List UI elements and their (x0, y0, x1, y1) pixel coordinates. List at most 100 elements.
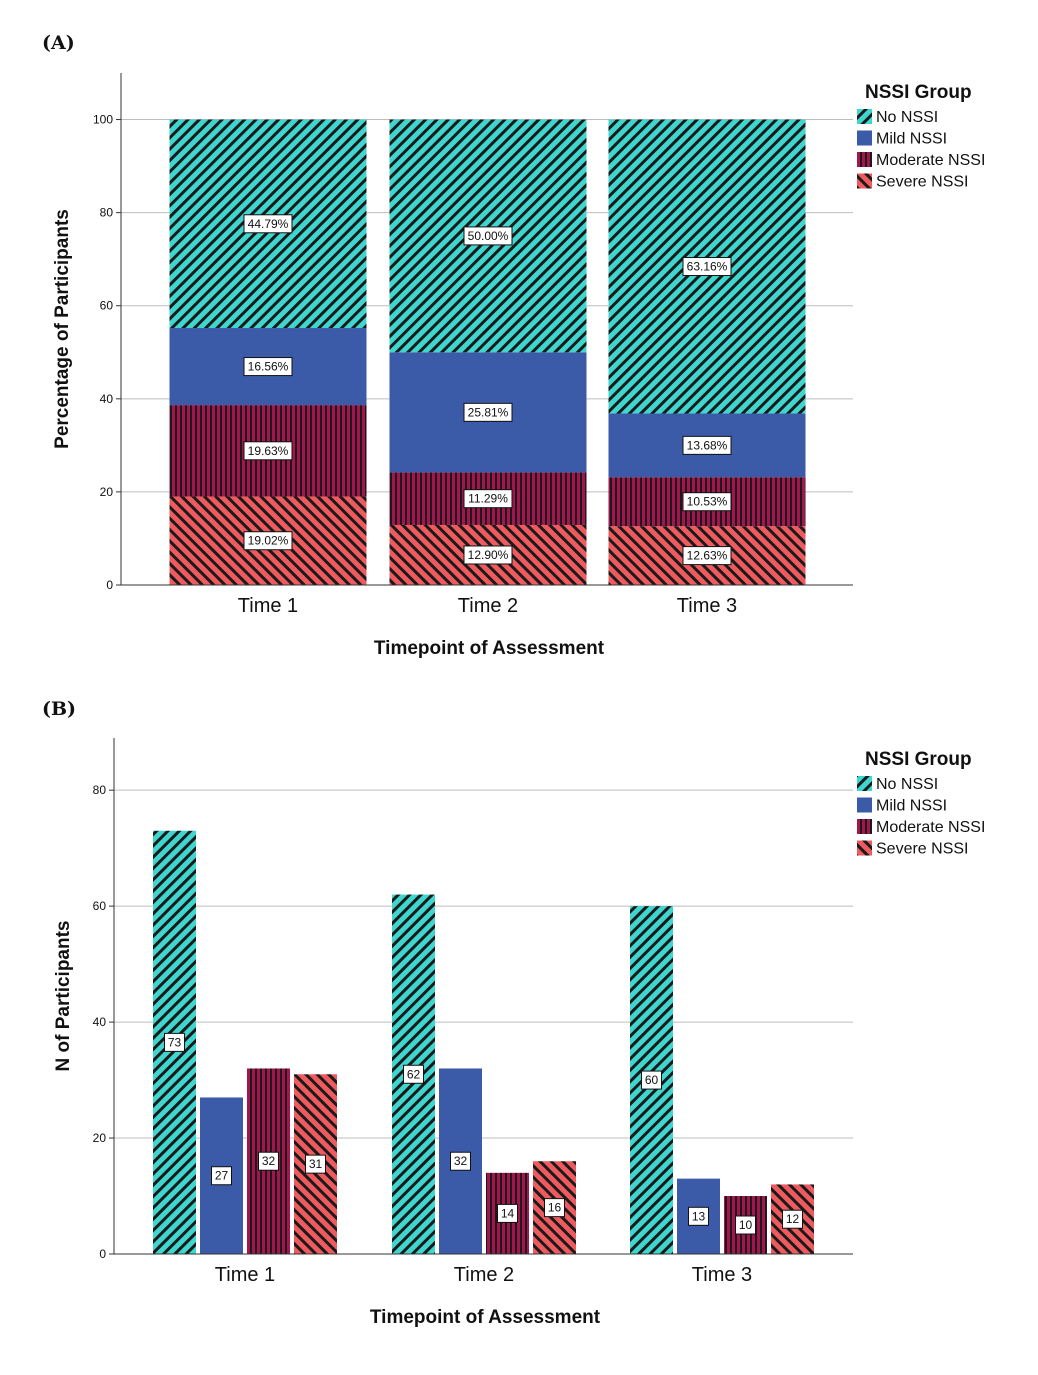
y-tick-label: 40 (93, 1015, 107, 1029)
legend-label-mild-nssi: Mild NSSI (876, 798, 947, 815)
y-axis-title: Percentage of Participants (52, 209, 73, 449)
data-label-time-3-mild-nssi-text: 13.68% (687, 438, 728, 452)
y-tick-label: 100 (93, 113, 113, 127)
data-label-time-1-no-nssi: 73 (164, 1032, 185, 1052)
data-label-time-1-no-nssi: 44.79% (243, 214, 293, 234)
x-tick-label: Time 3 (692, 1264, 752, 1286)
data-label-time-2-moderate-nssi: 14 (497, 1203, 518, 1223)
data-label-time-3-severe-nssi-box (782, 1209, 803, 1229)
data-label-time-2-mild-nssi-text: 25.81% (468, 405, 509, 419)
data-label-time-1-mild-nssi-text: 16.56% (248, 360, 289, 374)
data-label-time-2-moderate-nssi: 11.29% (463, 489, 513, 509)
x-axis-title: Timepoint of Assessment (374, 638, 605, 659)
legend-label-mild-nssi: Mild NSSI (876, 131, 947, 148)
data-label-time-3-mild-nssi: 13.68% (682, 435, 732, 455)
x-axis-title: Timepoint of Assessment (370, 1307, 601, 1328)
data-label-time-3-moderate-nssi-box (735, 1215, 756, 1235)
data-label-time-2-no-nssi-text: 62 (407, 1067, 421, 1081)
data-label-time-2-no-nssi-box (463, 226, 513, 246)
data-label-time-1-no-nssi-box (243, 214, 293, 234)
legend-title: NSSI Group (865, 749, 972, 770)
panel-b-label: (B) (42, 698, 77, 720)
data-label-time-2-no-nssi-box (403, 1064, 424, 1084)
data-label-time-1-mild-nssi-text: 27 (215, 1169, 229, 1183)
data-label-time-1-severe-nssi-box (243, 531, 293, 551)
data-label-time-1-severe-nssi-box (305, 1154, 326, 1174)
y-axis-title: N of Participants (53, 921, 74, 1072)
data-label-time-3-severe-nssi-box (682, 546, 732, 566)
data-label-time-1-moderate-nssi-text: 19.63% (248, 444, 289, 458)
data-label-time-1-moderate-nssi-box (243, 441, 293, 461)
data-label-time-1-mild-nssi-box (211, 1166, 232, 1186)
data-label-time-3-no-nssi-text: 60 (645, 1073, 659, 1087)
legend-title: NSSI Group (865, 82, 972, 103)
y-tick-label: 60 (93, 899, 107, 913)
data-label-time-1-no-nssi-box (164, 1032, 185, 1052)
legend-label-severe-nssi: Severe NSSI (876, 841, 968, 858)
data-label-time-2-mild-nssi-box (450, 1151, 471, 1171)
data-label-time-2-moderate-nssi-box (463, 489, 513, 509)
legend-swatch-mild-nssi (857, 797, 872, 813)
data-label-time-1-severe-nssi-text: 31 (309, 1157, 323, 1171)
data-label-time-3-moderate-nssi-text: 10 (739, 1218, 753, 1232)
data-label-time-2-no-nssi: 50.00% (463, 226, 513, 246)
x-tick-label: Time 1 (215, 1264, 275, 1286)
data-label-time-1-no-nssi-text: 44.79% (248, 217, 289, 231)
panel-a-label: (A) (42, 32, 75, 54)
data-label-time-3-severe-nssi: 12 (782, 1209, 803, 1229)
data-label-time-3-moderate-nssi: 10 (735, 1215, 756, 1235)
legend-label-severe-nssi: Severe NSSI (876, 174, 968, 191)
data-label-time-1-mild-nssi: 16.56% (243, 357, 293, 377)
legend-label-no-nssi: No NSSI (876, 109, 938, 126)
data-label-time-2-moderate-nssi-text: 11.29% (468, 492, 508, 506)
data-label-time-3-severe-nssi-text: 12.63% (687, 549, 728, 563)
legend-swatch-moderate-nssi (857, 152, 872, 167)
data-label-time-2-moderate-nssi-text: 14 (501, 1206, 515, 1220)
x-tick-label: Time 1 (238, 595, 298, 617)
data-label-time-3-no-nssi: 63.16% (682, 257, 732, 277)
x-tick-label: Time 2 (458, 595, 518, 617)
data-label-time-1-moderate-nssi: 19.63% (243, 441, 293, 461)
legend-swatch-no-nssi (857, 109, 872, 124)
data-label-time-3-mild-nssi: 13 (688, 1206, 709, 1226)
legend-swatch-no-nssi (857, 776, 872, 791)
data-label-time-2-severe-nssi-text: 16 (548, 1201, 562, 1215)
x-tick-label: Time 2 (454, 1264, 514, 1286)
data-label-time-3-mild-nssi-text: 13 (692, 1209, 706, 1223)
data-label-time-3-mild-nssi-box (682, 435, 732, 455)
y-tick-label: 80 (93, 783, 107, 797)
chart-b: 0 20 40 60 80 73 27 32 31 Time 1 62 32 14 16 Time 2 60 1… (53, 738, 985, 1328)
data-label-time-2-severe-nssi: 12.90% (463, 545, 513, 565)
data-label-time-2-mild-nssi-box (463, 402, 513, 422)
y-tick-label: 0 (99, 1247, 106, 1261)
data-label-time-2-moderate-nssi-box (497, 1203, 518, 1223)
data-label-time-2-no-nssi: 62 (403, 1064, 424, 1084)
data-label-time-2-severe-nssi: 16 (544, 1198, 565, 1218)
data-label-time-2-mild-nssi: 32 (450, 1151, 471, 1171)
data-label-time-1-mild-nssi-box (243, 357, 293, 377)
y-tick-label: 0 (106, 578, 113, 592)
legend-label-no-nssi: No NSSI (876, 776, 938, 793)
data-label-time-2-severe-nssi-text: 12.90% (468, 548, 509, 562)
legend-swatch-severe-nssi (857, 173, 872, 189)
data-label-time-2-severe-nssi-box (544, 1198, 565, 1218)
data-label-time-3-moderate-nssi-box (682, 492, 732, 512)
legend-label-moderate-nssi: Moderate NSSI (876, 152, 985, 169)
y-tick-label: 40 (100, 392, 114, 406)
data-label-time-2-severe-nssi-box (463, 545, 513, 565)
y-tick-label: 20 (100, 485, 114, 499)
data-label-time-2-mild-nssi: 25.81% (463, 402, 513, 422)
chart-a: 0 20 40 60 80 100 19.02% 19.63% 16.56% 44.79% Time… (52, 73, 985, 659)
data-label-time-3-no-nssi-text: 63.16% (687, 260, 728, 274)
x-tick-label: Time 3 (677, 595, 737, 617)
data-label-time-1-moderate-nssi-box (258, 1151, 279, 1171)
data-label-time-1-moderate-nssi: 32 (258, 1151, 279, 1171)
data-label-time-3-moderate-nssi-text: 10.53% (687, 495, 728, 509)
data-label-time-3-mild-nssi-box (688, 1206, 709, 1226)
legend-swatch-severe-nssi (857, 840, 872, 856)
data-label-time-3-no-nssi: 60 (641, 1070, 662, 1090)
legend-label-moderate-nssi: Moderate NSSI (876, 819, 985, 836)
y-tick-label: 20 (93, 1131, 107, 1145)
data-label-time-1-severe-nssi-text: 19.02% (248, 534, 289, 548)
data-label-time-1-moderate-nssi-text: 32 (262, 1154, 276, 1168)
